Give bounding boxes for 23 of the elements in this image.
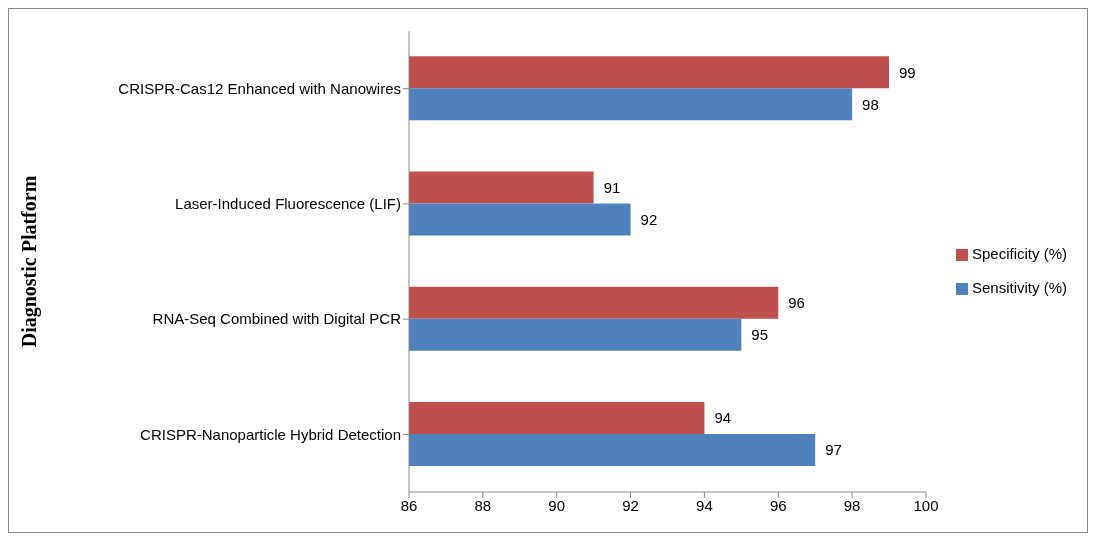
data-label: 92	[640, 210, 658, 228]
data-label: 96	[788, 294, 805, 312]
y-tick-label: RNA-Seq Combined with Digital PCR	[152, 310, 402, 328]
data-label: 94	[714, 409, 732, 427]
x-tick-label: 100	[913, 496, 939, 514]
x-tick-label: 96	[769, 496, 787, 514]
data-label: 91	[603, 178, 621, 196]
x-tick-label: 86	[400, 496, 418, 514]
y-tick-label: CRISPR-Cas12 Enhanced with Nanowires	[118, 79, 401, 97]
y-tick-label: CRISPR-Nanoparticle Hybrid Detection	[140, 425, 401, 443]
x-tick-label: 98	[843, 496, 861, 514]
x-tick-label: 88	[474, 496, 492, 514]
x-tick-label: 94	[696, 496, 713, 514]
legend-label: Specificity (%)	[971, 244, 1067, 262]
data-label: 95	[751, 326, 769, 344]
data-label: 97	[825, 441, 842, 459]
x-tick-label: 90	[548, 496, 566, 514]
x-tick-label: 92	[622, 496, 639, 514]
data-label: 99	[899, 63, 916, 81]
y-axis-title: Diagnostic Platform	[18, 175, 42, 348]
data-label: 98	[862, 95, 879, 113]
y-tick-label: Laser-Induced Fluorescence (LIF)	[175, 195, 401, 213]
legend-label: Sensitivity (%)	[971, 278, 1067, 296]
